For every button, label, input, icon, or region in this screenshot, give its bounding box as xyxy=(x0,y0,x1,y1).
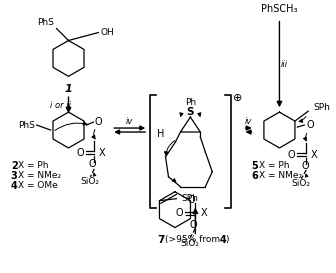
Text: X: X xyxy=(200,207,207,218)
Text: O: O xyxy=(187,195,195,205)
Text: X: X xyxy=(98,148,105,158)
Text: 3: 3 xyxy=(11,171,17,181)
Text: iv: iv xyxy=(245,117,252,126)
Text: ): ) xyxy=(226,236,229,245)
Text: X: X xyxy=(310,150,317,160)
Text: X = NMe₂: X = NMe₂ xyxy=(258,171,302,180)
Text: SPh: SPh xyxy=(313,103,330,112)
Text: X = Ph: X = Ph xyxy=(18,161,48,170)
Text: O: O xyxy=(77,148,84,158)
Text: SiO₂: SiO₂ xyxy=(80,177,99,186)
Text: O: O xyxy=(94,117,102,127)
Text: 5: 5 xyxy=(252,161,258,171)
Text: X = OMe: X = OMe xyxy=(18,181,57,190)
Text: PhS: PhS xyxy=(18,121,35,130)
Text: 1: 1 xyxy=(65,84,72,94)
Text: OH: OH xyxy=(100,28,114,37)
Text: i or ii: i or ii xyxy=(50,101,71,110)
Text: iii: iii xyxy=(281,60,288,69)
Text: 7: 7 xyxy=(157,236,164,245)
Text: O: O xyxy=(89,159,96,169)
Text: O: O xyxy=(288,150,295,160)
Text: PhS: PhS xyxy=(37,17,53,26)
Text: SPh: SPh xyxy=(181,194,198,203)
Text: X = Ph: X = Ph xyxy=(258,161,289,170)
Text: X = NMe₂: X = NMe₂ xyxy=(18,171,61,180)
Text: ⊕: ⊕ xyxy=(233,93,242,103)
Text: O: O xyxy=(190,219,197,230)
Text: O: O xyxy=(176,207,183,218)
Text: 2: 2 xyxy=(11,161,17,171)
Text: Ph: Ph xyxy=(185,98,196,107)
Text: iv: iv xyxy=(126,117,133,126)
Text: 4: 4 xyxy=(11,181,17,191)
Text: SiO₂: SiO₂ xyxy=(292,179,311,188)
Text: 4: 4 xyxy=(220,236,226,245)
Text: S: S xyxy=(186,107,194,117)
Text: (>95% from: (>95% from xyxy=(165,236,223,245)
Text: H: H xyxy=(157,129,164,139)
Text: PhSCH₃: PhSCH₃ xyxy=(261,4,298,14)
Text: SiO₂: SiO₂ xyxy=(180,239,199,248)
Text: 6: 6 xyxy=(252,171,258,181)
Text: O: O xyxy=(301,161,309,171)
Text: O: O xyxy=(306,120,314,130)
